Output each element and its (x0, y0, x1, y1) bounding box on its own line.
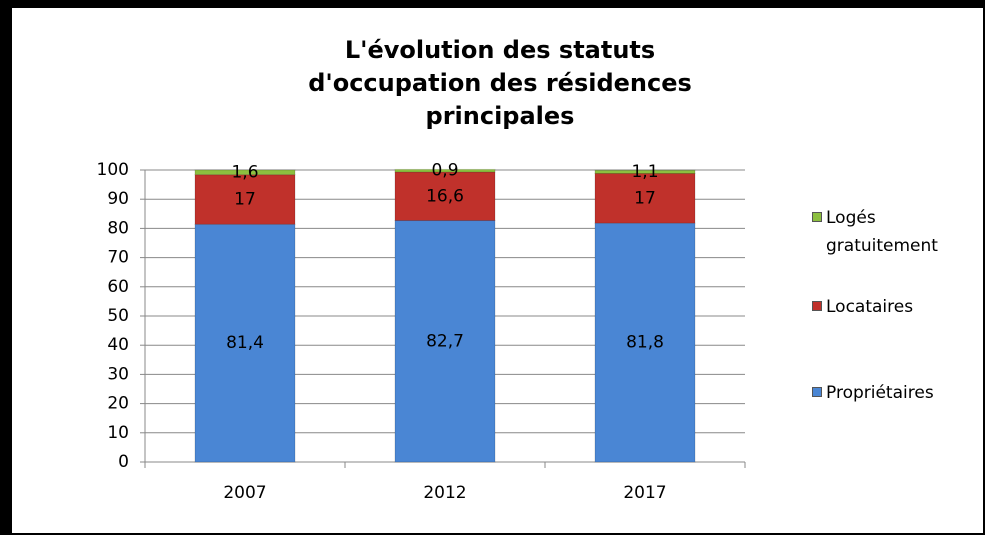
y-tick-label: 60 (107, 277, 129, 297)
legend-swatch (812, 212, 822, 222)
bar-segment (594, 173, 696, 224)
bar-segment (194, 174, 296, 225)
y-tick-label: 90 (107, 189, 129, 209)
data-label: 17 (234, 189, 256, 209)
data-label: 16,6 (426, 186, 464, 206)
data-label: 1,6 (231, 162, 258, 182)
y-tick-label: 0 (118, 452, 129, 472)
bar-segment (394, 168, 496, 173)
bar-segment (594, 222, 696, 463)
bar-segment (194, 223, 296, 463)
legend-label: Locataires (826, 297, 914, 317)
y-tick-label: 100 (97, 160, 129, 180)
chart-title: L'évolution des statuts d'occupation des… (308, 36, 692, 130)
y-tick-label: 40 (107, 335, 129, 355)
legend-entry: Logés gratuitement (812, 204, 961, 260)
x-tick-label: 2007 (223, 483, 266, 503)
y-tick-label: 50 (107, 306, 129, 326)
legend-label: Propriétaires (826, 383, 934, 403)
bar-segment (594, 169, 696, 175)
legend-entry: Locataires (812, 293, 976, 321)
data-label: 81,4 (226, 333, 264, 353)
x-tick-label: 2012 (423, 483, 466, 503)
y-tick-label: 80 (107, 218, 129, 238)
data-label: 0,9 (431, 161, 458, 181)
legend-swatch (812, 301, 822, 311)
legend-label: Logés gratuitement (826, 208, 938, 256)
legend-swatch (812, 387, 822, 397)
data-label: 17 (634, 188, 656, 208)
y-tick-label: 20 (107, 394, 129, 414)
bar-segment (394, 171, 496, 222)
bar-segment (194, 169, 296, 176)
data-label: 81,8 (626, 333, 664, 353)
x-tick-label: 2017 (623, 483, 666, 503)
data-label: 1,1 (631, 162, 658, 182)
legend-entry: Propriétaires (812, 379, 976, 407)
y-tick-label: 10 (107, 423, 129, 443)
y-tick-label: 70 (107, 248, 129, 268)
y-tick-label: 30 (107, 364, 129, 384)
data-label: 82,7 (426, 331, 464, 351)
